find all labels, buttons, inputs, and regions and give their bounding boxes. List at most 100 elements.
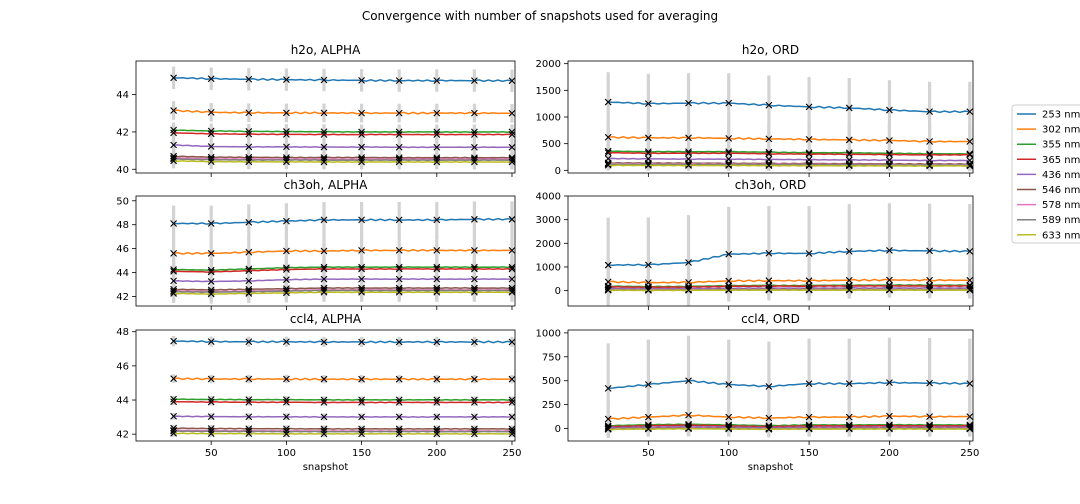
data-point	[508, 215, 515, 223]
data-point	[283, 276, 290, 284]
series-line-3	[608, 151, 970, 156]
data-point	[207, 413, 215, 420]
data-point	[644, 162, 652, 169]
data-point	[845, 136, 853, 144]
data-point	[805, 425, 813, 433]
y-tick-label: 0	[555, 424, 561, 435]
x-tick-label: 50	[642, 448, 655, 459]
data-point	[765, 383, 773, 390]
data-point	[245, 430, 253, 438]
y-tick-label: 2000	[536, 59, 561, 70]
data-point	[320, 265, 328, 273]
legend-entry: 365 nm	[1042, 155, 1080, 166]
data-point	[508, 265, 515, 273]
data-point	[471, 265, 478, 273]
x-axis-label: snapshot	[303, 462, 349, 473]
series-line-1	[608, 135, 970, 143]
series-line-2	[173, 266, 513, 271]
data-point	[170, 220, 177, 227]
data-point	[765, 161, 773, 168]
data-point	[207, 220, 215, 227]
data-point	[604, 161, 612, 169]
data-point	[283, 375, 290, 383]
data-point	[765, 249, 773, 257]
y-tick-label: 40	[116, 165, 129, 176]
subplot-title: ccl4, ALPHA	[290, 312, 362, 326]
data-point	[433, 265, 441, 273]
data-point	[433, 275, 441, 283]
data-point	[283, 130, 290, 138]
data-point	[170, 267, 177, 275]
series-line-1	[173, 377, 513, 381]
data-point	[358, 375, 365, 383]
data-point	[207, 290, 215, 298]
data-point	[765, 286, 773, 294]
data-point	[433, 247, 441, 254]
data-point	[245, 155, 253, 163]
x-tick-label: 200	[880, 448, 899, 459]
data-point	[725, 413, 733, 421]
data-point	[170, 398, 177, 406]
data-point	[170, 157, 177, 165]
data-point	[685, 259, 692, 266]
data-point	[170, 141, 177, 149]
axes-frame	[567, 60, 974, 174]
y-tick-label: 44	[116, 396, 129, 407]
data-point	[207, 108, 215, 116]
data-point	[966, 162, 973, 170]
data-point	[604, 384, 612, 392]
data-point	[508, 375, 515, 383]
data-point	[471, 131, 478, 138]
data-point	[320, 375, 328, 383]
series-line-3	[608, 424, 970, 428]
data-point	[358, 413, 365, 421]
data-point	[320, 275, 328, 283]
data-point	[805, 250, 813, 257]
data-point	[966, 286, 973, 294]
data-point	[207, 130, 215, 138]
figure-title: Convergence with number of snapshots use…	[362, 9, 718, 23]
data-point	[471, 288, 478, 296]
data-point	[358, 338, 365, 346]
data-point	[395, 338, 403, 346]
data-point	[508, 109, 515, 117]
data-point	[725, 286, 733, 294]
data-point	[845, 380, 853, 387]
y-tick-label: 1500	[536, 86, 561, 97]
legend-entry: 589 nm	[1042, 215, 1080, 226]
data-point	[358, 158, 365, 166]
data-point	[886, 151, 893, 158]
data-point	[320, 109, 328, 117]
x-tick-label: 100	[719, 448, 738, 459]
data-point	[207, 155, 215, 163]
data-point	[358, 109, 365, 117]
y-tick-label: 46	[116, 244, 129, 255]
data-point	[644, 425, 652, 433]
data-point	[320, 158, 328, 166]
subplot-5: ccl4, ORD 50 100 150 200 250 0 250 500 750 1000 sna…	[536, 312, 980, 473]
x-tick-label: 250	[502, 448, 521, 459]
data-point	[805, 286, 813, 294]
axes-frame	[135, 60, 516, 174]
series-line-1	[173, 109, 513, 115]
legend-entry: 253 nm	[1042, 110, 1080, 121]
data-point	[283, 217, 290, 225]
data-point	[320, 131, 328, 138]
data-point	[886, 247, 893, 254]
legend-entry: 633 nm	[1042, 230, 1080, 241]
data-point	[170, 277, 177, 285]
y-tick-label: 42	[116, 127, 129, 138]
data-point	[207, 143, 215, 150]
data-point	[471, 77, 478, 84]
subplot-1: h2o, ORD 0 500 1000 1500 2000	[536, 43, 974, 177]
y-tick-label: 44	[116, 90, 129, 101]
y-tick-label: 0	[555, 286, 561, 297]
plot-area	[170, 66, 515, 170]
y-tick-label: 1000	[536, 113, 561, 124]
x-tick-label: 50	[205, 448, 218, 459]
data-point	[926, 247, 933, 255]
subplot-title: ch3oh, ORD	[735, 178, 806, 192]
data-point	[926, 161, 933, 169]
data-point	[395, 275, 403, 283]
data-point	[433, 77, 441, 84]
